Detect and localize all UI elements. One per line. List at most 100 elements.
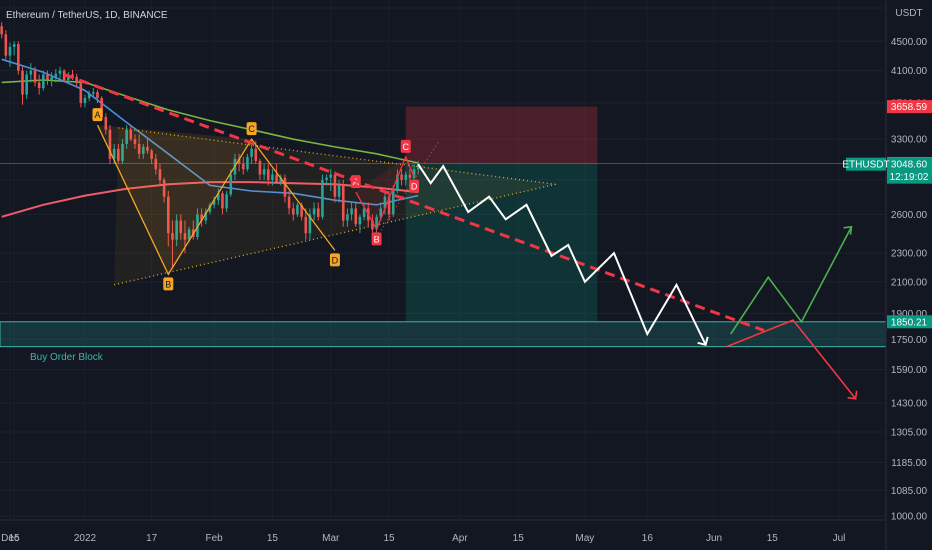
candle [396,169,399,194]
candle [246,153,249,172]
symbol-tag-bg [846,157,886,171]
candle-body [216,193,220,201]
pattern-point-label: B [165,279,171,289]
candle [291,202,295,221]
candle [33,66,37,87]
candle-body [404,174,408,180]
candle [8,42,12,67]
candle [146,139,149,154]
candle-body [179,220,183,234]
candle-body [29,70,33,75]
candle-body [321,179,324,217]
candle [58,66,62,79]
time-tick-label: May [575,533,594,544]
price-tick-label: 4100.00 [891,66,928,77]
candle [17,41,20,75]
candle-body [212,200,216,205]
candle [354,202,358,227]
candle-body [400,174,403,180]
candle-body [379,208,383,217]
candle-body [271,174,274,180]
candle-body [46,74,49,81]
candle-body [54,73,58,77]
harmonic-fill [355,156,406,230]
currency-label: USDT [895,8,922,19]
candle-body [146,146,149,151]
candle-body [333,174,337,197]
candle [304,208,308,240]
candle [92,88,95,97]
candle [387,191,391,221]
candle [241,156,245,175]
harmonic-pattern-line [96,124,336,276]
current-price-badge-text: 3048.60 [891,160,928,171]
candle-body [237,158,241,165]
candle [237,153,241,172]
candle [167,191,170,247]
price-tick-label: 1750.00 [891,335,928,346]
candle [371,214,374,234]
candle [341,179,345,227]
candle [325,174,328,186]
candle [250,143,253,165]
candle-body [33,70,37,83]
bearish-scenario-line [726,319,857,400]
candle-body [283,177,287,197]
candle [337,179,341,203]
candle-body [21,70,24,95]
pattern-point-badge [400,139,411,153]
pattern-point-badge [329,253,340,267]
candle [142,143,145,159]
candle-body [125,129,128,144]
price-tick-label: 2600.00 [891,210,928,221]
time-tick-label: 17 [146,533,158,544]
candle-body [12,44,16,47]
candle [258,158,262,180]
candle [350,202,353,221]
stop-price-badge-text: 3658.59 [891,102,928,113]
candle-body [387,196,391,215]
candle [279,174,283,186]
candle-body [37,82,41,89]
candle-body [183,233,187,240]
candle [137,134,141,159]
candle-body [266,169,270,180]
candle-body [142,146,145,154]
candle [83,94,87,108]
candle-body [108,129,112,159]
candle-body [187,229,191,240]
candle [4,30,8,60]
price-tick-label: 3300.00 [891,135,928,146]
candle-body [412,169,416,178]
current-price-badge-countdown: 12:19:02 [890,172,929,183]
candle-body [75,76,78,84]
pattern-point-badge [92,108,103,122]
price-tick-label: 1305.00 [891,427,928,438]
candle-body [304,216,308,234]
candle [125,125,128,149]
candle [212,196,216,209]
candle-body [287,196,291,209]
candle [158,164,162,186]
candle-body [354,208,358,225]
price-tick-label: 2100.00 [891,277,928,288]
candle-body [158,169,162,180]
candle-body [325,177,328,180]
candle-body [362,208,366,217]
candle [179,214,183,240]
candle [42,70,45,91]
candle-body [291,208,295,215]
pattern-point-a: A [92,108,103,122]
price-tick-label: 1900.00 [891,309,928,320]
candle-body [25,74,28,95]
candle [266,164,270,186]
candle-body [316,208,320,217]
pattern-point-label: C [248,124,255,134]
candle-body [350,208,353,215]
candle-body [308,214,312,234]
candle-body [71,74,74,77]
candle [121,139,124,165]
candle-body [408,174,412,178]
